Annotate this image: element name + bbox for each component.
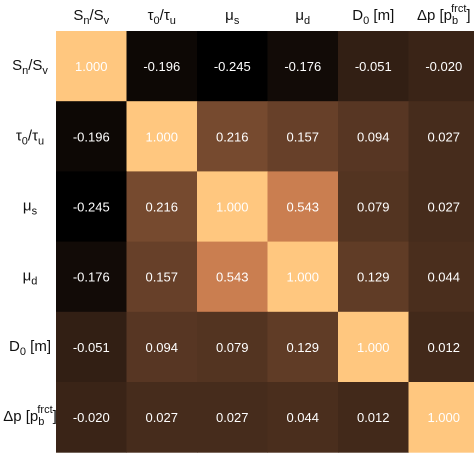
- row-label-4: D0 [m]: [9, 338, 51, 358]
- cell-value-r2-c0: -0.245: [73, 200, 110, 215]
- cell-r1-c4: [338, 101, 409, 172]
- cell-r3-c4: [338, 241, 409, 313]
- cell-r4-c5: [408, 311, 474, 383]
- cell-r4-c4: [338, 311, 409, 383]
- cell-value-r5-c0: -0.020: [73, 410, 110, 425]
- cell-value-r0-c3: -0.176: [284, 59, 321, 74]
- cell-r0-c0: [56, 31, 127, 102]
- cell-value-r0-c0: 1.000: [75, 59, 108, 74]
- column-label-2: μs: [225, 7, 240, 27]
- cell-r3-c3: [267, 241, 339, 313]
- cell-r0-c1: [126, 31, 198, 102]
- column-label-1: τ0/τu: [148, 7, 176, 27]
- cell-r5-c4: [338, 382, 409, 453]
- row-label-2: μs: [23, 198, 38, 218]
- column-labels: Sn/Sv τ0/τu μs μd D0 [m] Δp [pbfrct]: [73, 3, 470, 27]
- cell-value-r3-c3: 1.000: [286, 270, 319, 285]
- cell-r4-c3: [267, 311, 339, 383]
- cell-value-r4-c3: 0.129: [286, 340, 319, 355]
- cell-r3-c5: [408, 241, 474, 313]
- column-label-0: Sn/Sv: [73, 7, 109, 27]
- cell-value-r3-c0: -0.176: [73, 270, 110, 285]
- cell-r0-c4: [338, 31, 409, 102]
- cell-value-r3-c5: 0.044: [427, 270, 460, 285]
- cell-r2-c4: [338, 171, 409, 243]
- cell-r3-c2: [197, 241, 268, 313]
- cell-value-r2-c1: 0.216: [145, 200, 178, 215]
- cell-value-r1-c4: 0.094: [357, 129, 390, 144]
- cell-r0-c3: [267, 31, 339, 102]
- cell-value-r3-c1: 0.157: [145, 270, 178, 285]
- cell-value-r4-c4: 1.000: [357, 340, 390, 355]
- cell-r2-c1: [126, 171, 198, 243]
- cell-r0-c2: [197, 31, 268, 102]
- cell-value-r2-c4: 0.079: [357, 200, 390, 215]
- cell-r1-c2: [197, 101, 268, 172]
- cell-r5-c5: [408, 382, 474, 453]
- cell-value-r0-c2: -0.245: [214, 59, 251, 74]
- cell-value-r3-c2: 0.543: [216, 270, 249, 285]
- cell-value-r2-c2: 1.000: [216, 200, 249, 215]
- heatmap-cells: 1.000 -0.196 -0.245 -0.176 -0.051 -0.020 -0.19…: [56, 31, 474, 453]
- cell-r1-c3: [267, 101, 339, 172]
- cell-r1-c0: [56, 101, 127, 172]
- cell-value-r1-c3: 0.157: [286, 129, 319, 144]
- cell-value-r1-c2: 0.216: [216, 129, 249, 144]
- cell-r1-c1: [126, 101, 198, 172]
- cell-value-r5-c1: 0.027: [145, 410, 178, 425]
- cell-value-r0-c4: -0.051: [355, 59, 392, 74]
- cell-r2-c3: [267, 171, 339, 243]
- cell-r2-c0: [56, 171, 127, 243]
- cell-r4-c2: [197, 311, 268, 383]
- cell-value-r2-c5: 0.027: [427, 200, 460, 215]
- row-label-3: μd: [23, 268, 38, 288]
- cell-value-r1-c1: 1.000: [145, 129, 178, 144]
- cell-value-r0-c5: -0.020: [425, 59, 462, 74]
- cell-value-r4-c2: 0.079: [216, 340, 249, 355]
- cell-value-r5-c2: 0.027: [216, 410, 249, 425]
- column-label-5: Δp [pbfrct]: [417, 3, 471, 27]
- cell-r4-c1: [126, 311, 198, 383]
- row-label-5: Δp [pbfrct]: [3, 404, 57, 428]
- cell-r3-c1: [126, 241, 198, 313]
- row-label-0: Sn/Sv: [12, 57, 48, 77]
- cell-value-r4-c1: 0.094: [145, 340, 178, 355]
- cell-r4-c0: [56, 311, 127, 383]
- cell-r5-c2: [197, 382, 268, 453]
- cell-value-r4-c0: -0.051: [73, 340, 110, 355]
- row-labels: Sn/Sv τ0/τu μs μd D0 [m] Δp [pbfrct]: [3, 57, 57, 428]
- cell-r5-c3: [267, 382, 339, 453]
- cell-value-r5-c5: 1.000: [427, 410, 460, 425]
- cell-r5-c0: [56, 382, 127, 453]
- cell-r1-c5: [408, 101, 474, 172]
- row-label-1: τ0/τu: [16, 127, 44, 147]
- cell-value-r5-c3: 0.044: [286, 410, 319, 425]
- cell-value-r1-c5: 0.027: [427, 129, 460, 144]
- cell-value-r5-c4: 0.012: [357, 410, 390, 425]
- cell-r5-c1: [126, 382, 198, 453]
- cell-value-r2-c3: 0.543: [286, 200, 319, 215]
- cell-r2-c5: [408, 171, 474, 243]
- cell-r0-c5: [408, 31, 474, 102]
- cell-value-r4-c5: 0.012: [427, 340, 460, 355]
- cell-r2-c2: [197, 171, 268, 243]
- column-label-3: μd: [295, 7, 310, 27]
- cell-r3-c0: [56, 241, 127, 313]
- column-label-4: D0 [m]: [352, 7, 394, 27]
- cell-value-r1-c0: -0.196: [73, 129, 110, 144]
- cell-value-r3-c4: 0.129: [357, 270, 390, 285]
- cell-value-r0-c1: -0.196: [143, 59, 180, 74]
